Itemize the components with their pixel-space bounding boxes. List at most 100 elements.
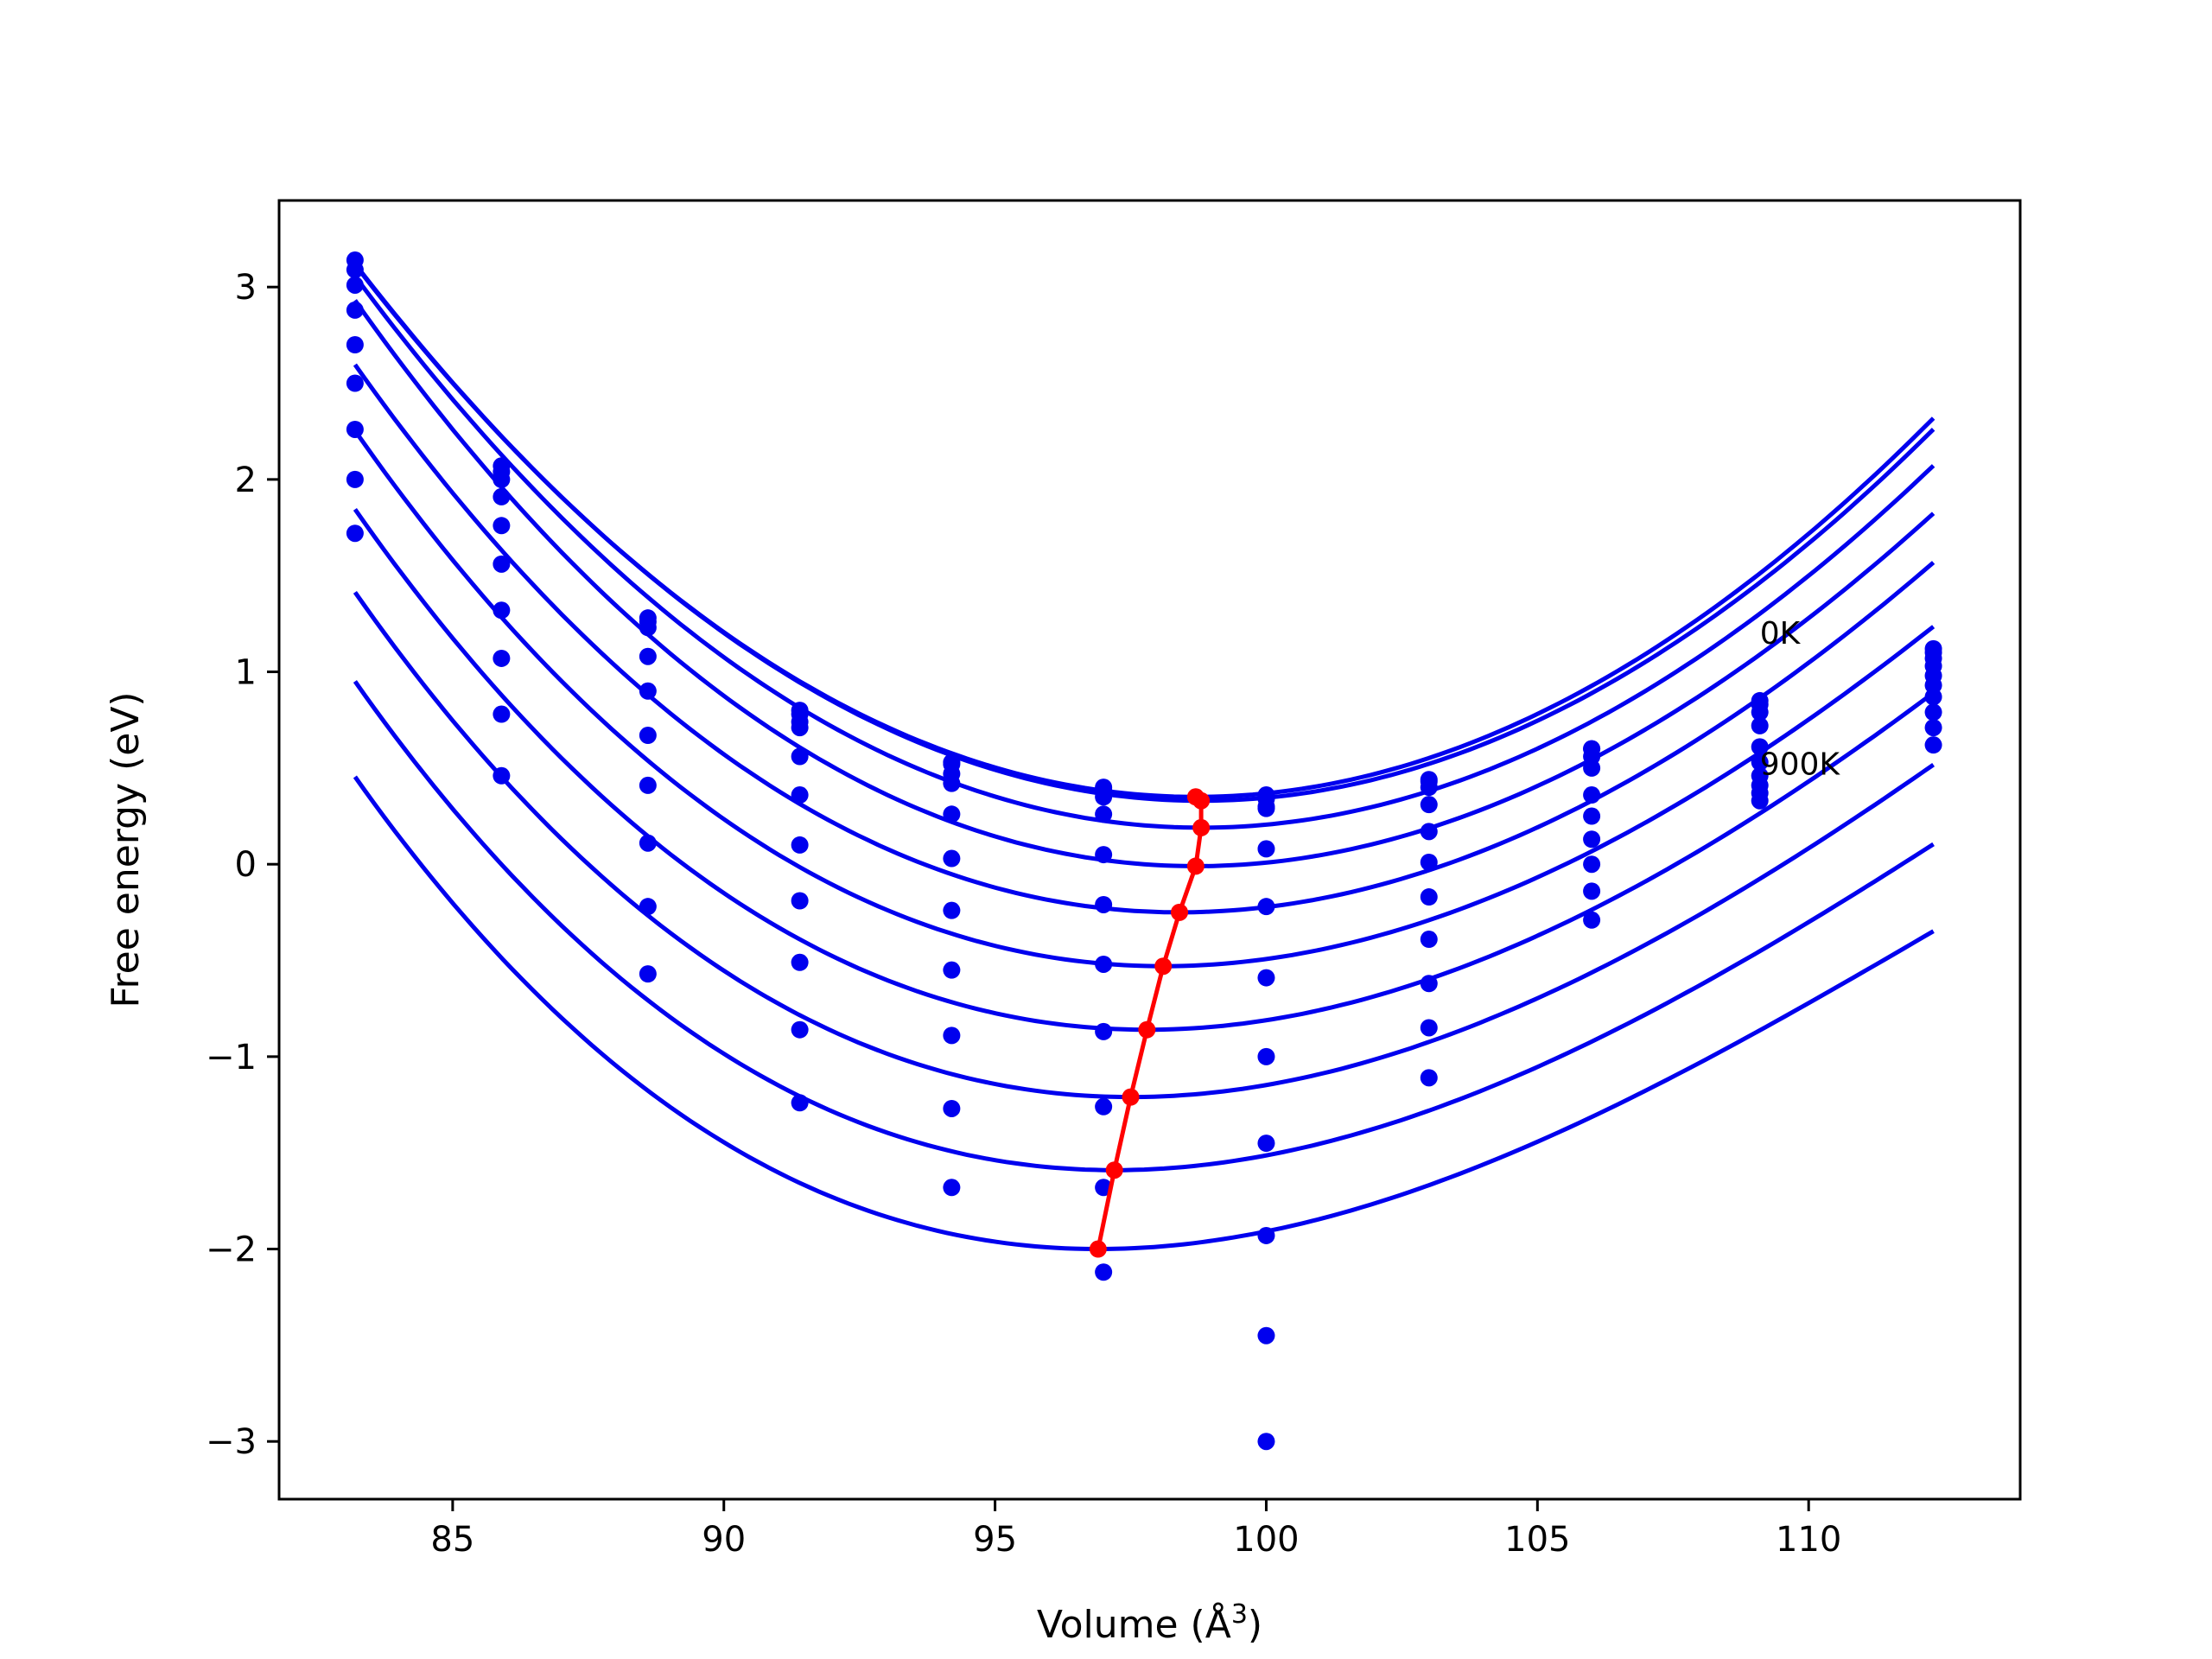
- data-point: [943, 1027, 961, 1045]
- fit-curve: [353, 680, 1935, 1173]
- fit-curve: [353, 299, 1936, 868]
- y-tick-label: 3: [235, 268, 257, 308]
- minimum-point: [1154, 957, 1173, 976]
- fit-curve: [353, 429, 1936, 969]
- data-point: [639, 619, 657, 637]
- data-point: [943, 805, 961, 823]
- data-point: [639, 776, 657, 794]
- data-point: [639, 898, 657, 916]
- data-point: [1257, 1326, 1275, 1344]
- data-point: [791, 719, 809, 737]
- data-point: [1924, 736, 1942, 754]
- y-tick-label: 0: [235, 845, 257, 885]
- temperature-label: 0K: [1760, 616, 1802, 652]
- data-point: [639, 727, 657, 745]
- annotations: 0K 900K: [1760, 616, 1841, 782]
- data-point: [1420, 853, 1438, 871]
- data-point: [791, 836, 809, 854]
- data-point: [1583, 911, 1601, 929]
- data-point: [1095, 846, 1113, 864]
- data-point: [791, 786, 809, 804]
- fit-curve: [353, 275, 1936, 830]
- data-point: [346, 524, 364, 543]
- y-tick-label: −1: [206, 1038, 257, 1077]
- fit-curve: [353, 263, 1936, 799]
- data-point: [1095, 1022, 1113, 1040]
- x-axis-title-sup: 3: [1231, 1599, 1248, 1630]
- data-point: [493, 517, 511, 535]
- x-tick-label: 95: [973, 1520, 1017, 1560]
- data-point: [943, 961, 961, 979]
- minimum-point: [1122, 1088, 1140, 1106]
- data-point: [1257, 840, 1275, 858]
- temperature-label: 900K: [1760, 747, 1841, 782]
- x-axis-title: Volume (Å3): [1037, 1599, 1262, 1648]
- minimum-point: [1171, 903, 1189, 921]
- data-point: [1095, 1097, 1113, 1116]
- fit-curve: [353, 775, 1935, 1251]
- x-axis-title-suffix: ): [1248, 1603, 1262, 1647]
- data-point: [1095, 1263, 1113, 1281]
- minimum-line: [1089, 788, 1211, 1258]
- data-point: [1583, 882, 1601, 900]
- data-point: [1257, 969, 1275, 987]
- data-point: [943, 901, 961, 919]
- data-point: [493, 487, 511, 505]
- y-tick-label: 2: [235, 461, 257, 500]
- y-axis-ticks: −3 −2 −1 0 1 2 3: [206, 268, 279, 1462]
- minimum-path: [1096, 795, 1204, 1250]
- x-tick-label: 85: [430, 1520, 474, 1560]
- data-point: [1257, 898, 1275, 916]
- data-point: [1257, 1226, 1275, 1244]
- data-point: [1257, 799, 1275, 817]
- minimum-point: [1089, 1240, 1107, 1258]
- data-point: [1095, 955, 1113, 973]
- data-point: [1420, 796, 1438, 814]
- fit-curves: [353, 262, 1936, 1251]
- fit-curve: [353, 590, 1936, 1100]
- minimum-point: [1138, 1020, 1156, 1039]
- data-point: [346, 276, 364, 294]
- data-point: [493, 555, 511, 573]
- data-point: [1583, 855, 1601, 874]
- data-point: [493, 649, 511, 667]
- data-point: [346, 261, 364, 279]
- data-point: [493, 601, 511, 620]
- data-point: [1924, 719, 1942, 737]
- data-point: [639, 647, 657, 665]
- x-tick-label: 90: [702, 1520, 746, 1560]
- y-tick-label: −3: [206, 1422, 257, 1462]
- y-tick-label: 1: [235, 653, 257, 693]
- data-point: [639, 965, 657, 983]
- data-points: [346, 251, 1942, 1451]
- data-point: [1095, 788, 1113, 806]
- data-point: [791, 747, 809, 766]
- data-point: [791, 1020, 809, 1039]
- data-point: [1095, 805, 1113, 823]
- data-point: [639, 834, 657, 852]
- data-point: [1420, 779, 1438, 797]
- y-tick-label: −2: [206, 1230, 257, 1270]
- data-point: [1751, 703, 1769, 721]
- x-axis-ticks: 85 90 95 100 105 110: [430, 1499, 1841, 1560]
- minimum-point: [1186, 788, 1205, 806]
- fit-curve: [353, 363, 1936, 915]
- data-point: [1420, 1069, 1438, 1087]
- fit-curve: [353, 262, 1936, 804]
- data-point: [1583, 807, 1601, 825]
- data-point: [943, 1179, 961, 1197]
- data-point: [791, 892, 809, 910]
- data-point: [346, 420, 364, 438]
- data-point: [1924, 688, 1942, 706]
- data-point: [1583, 786, 1601, 804]
- data-point: [1924, 703, 1942, 721]
- data-point: [346, 374, 364, 392]
- minimum-point: [1105, 1161, 1123, 1179]
- data-point: [1420, 1019, 1438, 1037]
- x-axis-title-main: Volume (Å: [1037, 1601, 1231, 1647]
- data-point: [493, 705, 511, 723]
- data-point: [1420, 888, 1438, 906]
- x-tick-label: 110: [1776, 1520, 1841, 1560]
- data-point: [1751, 791, 1769, 810]
- data-point: [1095, 895, 1113, 913]
